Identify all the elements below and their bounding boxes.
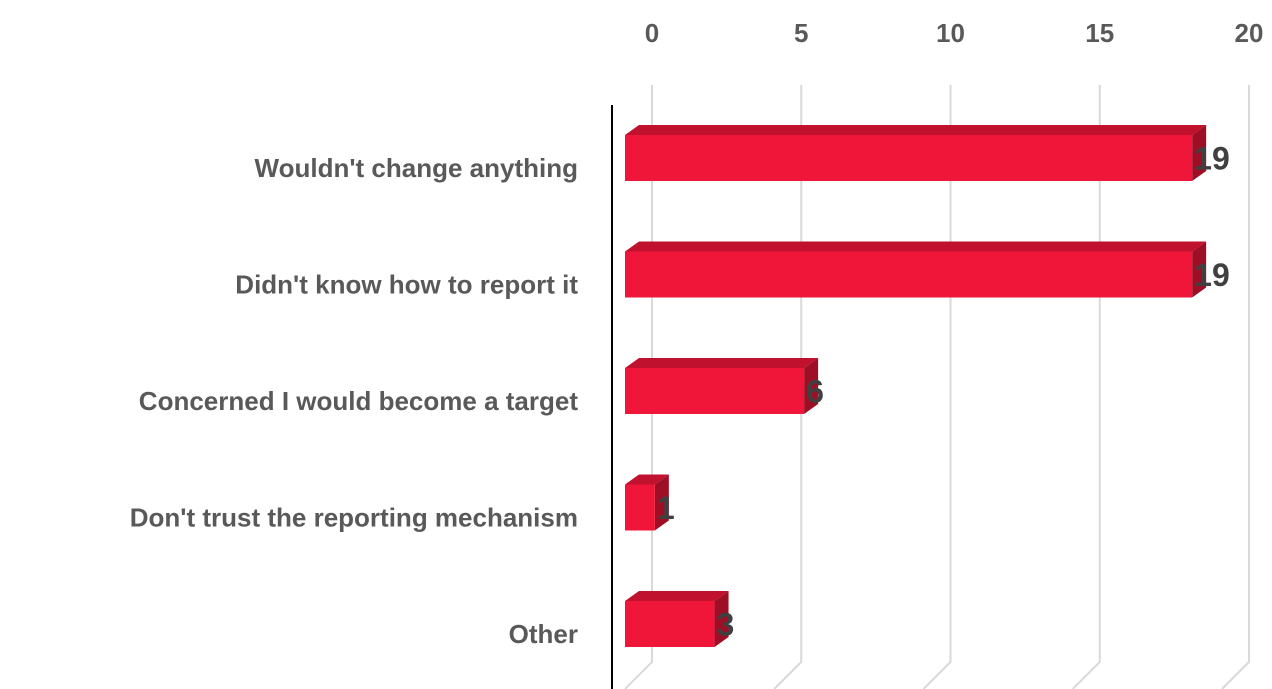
bar <box>625 591 729 647</box>
x-tick-label: 10 <box>936 18 965 48</box>
bar <box>625 241 1207 298</box>
bar-side <box>1192 241 1207 298</box>
bar-front <box>625 135 1193 181</box>
bar-side <box>654 474 669 531</box>
value-label: 19 <box>1194 257 1230 293</box>
bar-top <box>625 358 819 368</box>
bar-top <box>625 241 1207 252</box>
x-tick-label: 15 <box>1085 18 1114 48</box>
x-tick-label: 20 <box>1235 18 1264 48</box>
bar <box>625 474 669 531</box>
bar <box>625 358 819 414</box>
value-label: 3 <box>717 606 735 642</box>
bar-front <box>625 601 715 647</box>
bar-front <box>625 368 805 414</box>
bar-side <box>714 591 729 647</box>
y-tick-label: Other <box>509 619 578 649</box>
y-tick-label: Wouldn't change anything <box>255 153 578 183</box>
bar-side <box>1192 125 1207 181</box>
bar-top <box>625 591 729 601</box>
bar-top <box>625 125 1207 135</box>
bar <box>625 125 1207 181</box>
y-tick-label: Concerned I would become a target <box>139 386 579 416</box>
bar-top <box>625 474 669 485</box>
x-tick-label: 0 <box>645 18 659 48</box>
y-tick-label: Didn't know how to report it <box>235 269 578 299</box>
bar-side <box>804 358 819 414</box>
value-label: 1 <box>657 490 675 526</box>
grid-line <box>1221 85 1250 689</box>
bar-front <box>625 251 1193 298</box>
value-label: 6 <box>806 373 824 409</box>
y-tick-label: Don't trust the reporting mechanism <box>130 502 578 532</box>
value-label: 19 <box>1194 140 1230 176</box>
bar-front <box>625 484 655 531</box>
x-tick-label: 5 <box>794 18 808 48</box>
